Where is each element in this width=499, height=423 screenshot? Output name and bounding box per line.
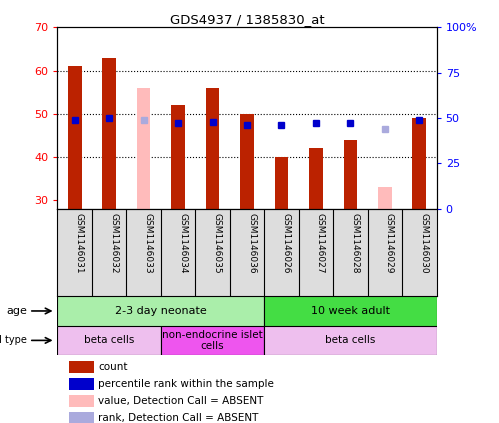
Bar <box>264 326 437 355</box>
Text: GSM1146030: GSM1146030 <box>419 213 428 274</box>
Bar <box>413 118 426 209</box>
Bar <box>137 88 151 209</box>
Text: GSM1146031: GSM1146031 <box>75 213 84 274</box>
Text: GSM1146029: GSM1146029 <box>385 213 394 273</box>
Bar <box>57 326 161 355</box>
Bar <box>69 412 94 423</box>
Text: non-endocrine islet
cells: non-endocrine islet cells <box>162 330 263 351</box>
Text: age: age <box>6 306 27 316</box>
Title: GDS4937 / 1385830_at: GDS4937 / 1385830_at <box>170 14 324 26</box>
Text: GSM1146035: GSM1146035 <box>213 213 222 274</box>
Text: GSM1146026: GSM1146026 <box>281 213 290 273</box>
Text: value, Detection Call = ABSENT: value, Detection Call = ABSENT <box>98 396 263 406</box>
Bar <box>309 148 323 209</box>
Bar <box>171 105 185 209</box>
Text: cell type: cell type <box>0 335 27 346</box>
Text: beta cells: beta cells <box>84 335 134 346</box>
Text: 10 week adult: 10 week adult <box>311 306 390 316</box>
Text: GSM1146028: GSM1146028 <box>350 213 359 273</box>
Text: rank, Detection Call = ABSENT: rank, Detection Call = ABSENT <box>98 413 258 423</box>
Bar <box>264 296 437 326</box>
Bar <box>274 157 288 209</box>
Bar <box>68 66 81 209</box>
Bar <box>343 140 357 209</box>
Bar <box>206 88 220 209</box>
Text: count: count <box>98 363 128 372</box>
Bar <box>57 296 264 326</box>
Text: GSM1146027: GSM1146027 <box>316 213 325 273</box>
Text: GSM1146034: GSM1146034 <box>178 213 187 273</box>
Text: GSM1146036: GSM1146036 <box>247 213 256 274</box>
Bar <box>378 187 392 209</box>
Bar <box>102 58 116 209</box>
Bar <box>69 378 94 390</box>
Bar <box>69 395 94 407</box>
Bar <box>161 326 264 355</box>
Text: beta cells: beta cells <box>325 335 376 346</box>
Bar <box>69 361 94 374</box>
Text: percentile rank within the sample: percentile rank within the sample <box>98 379 274 389</box>
Bar <box>240 114 254 209</box>
Text: 2-3 day neonate: 2-3 day neonate <box>115 306 207 316</box>
Text: GSM1146032: GSM1146032 <box>109 213 118 273</box>
Text: GSM1146033: GSM1146033 <box>144 213 153 274</box>
